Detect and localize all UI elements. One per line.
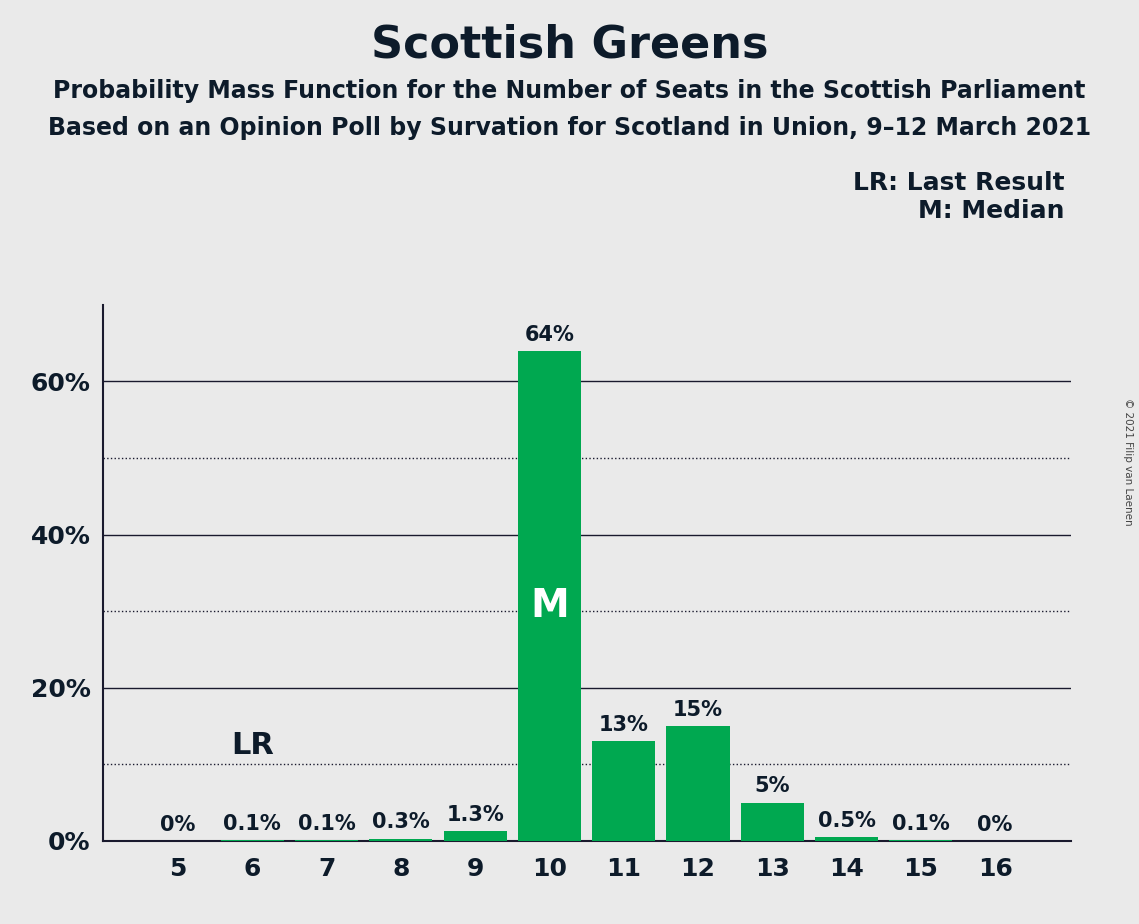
Text: © 2021 Filip van Laenen: © 2021 Filip van Laenen [1123, 398, 1133, 526]
Text: 13%: 13% [599, 715, 648, 736]
Bar [816, 837, 878, 841]
Text: M: Median: M: Median [918, 199, 1065, 223]
Text: 0.1%: 0.1% [892, 814, 950, 834]
Text: 0.1%: 0.1% [223, 814, 281, 834]
Bar [666, 726, 730, 841]
Bar [443, 831, 507, 841]
Bar [369, 839, 433, 841]
Text: LR: Last Result: LR: Last Result [853, 171, 1065, 195]
Text: Probability Mass Function for the Number of Seats in the Scottish Parliament: Probability Mass Function for the Number… [54, 79, 1085, 103]
Text: 64%: 64% [525, 324, 574, 345]
Text: 1.3%: 1.3% [446, 805, 505, 825]
Text: Based on an Opinion Poll by Survation for Scotland in Union, 9–12 March 2021: Based on an Opinion Poll by Survation fo… [48, 116, 1091, 140]
Text: 0.3%: 0.3% [372, 812, 429, 833]
Text: 15%: 15% [673, 699, 723, 720]
Text: 0.5%: 0.5% [818, 811, 876, 831]
Text: 0%: 0% [161, 815, 196, 834]
Text: 5%: 5% [754, 776, 790, 796]
Bar [518, 351, 581, 841]
Text: 0.1%: 0.1% [297, 814, 355, 834]
Text: Scottish Greens: Scottish Greens [371, 23, 768, 67]
Text: LR: LR [231, 732, 273, 760]
Bar [592, 741, 655, 841]
Text: M: M [530, 587, 568, 625]
Bar [740, 803, 804, 841]
Text: 0%: 0% [977, 815, 1013, 834]
